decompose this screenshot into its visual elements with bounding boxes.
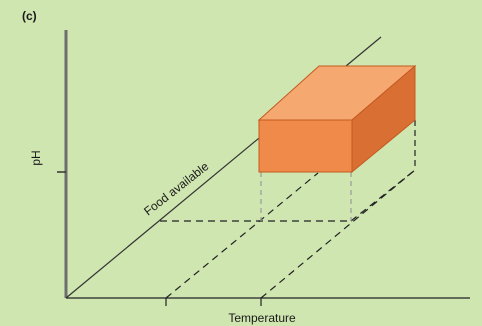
projection-line-temperature-high xyxy=(260,169,416,299)
projection-line-floor-edge xyxy=(350,169,416,222)
temperature-axis-label: Temperature xyxy=(228,311,296,325)
projection-line-temperature-low xyxy=(165,172,319,299)
ph-axis-label: pH xyxy=(29,150,43,165)
panel-label: (c) xyxy=(22,9,37,23)
niche-box-front xyxy=(258,119,353,173)
food-axis-label: Food available xyxy=(141,159,211,218)
